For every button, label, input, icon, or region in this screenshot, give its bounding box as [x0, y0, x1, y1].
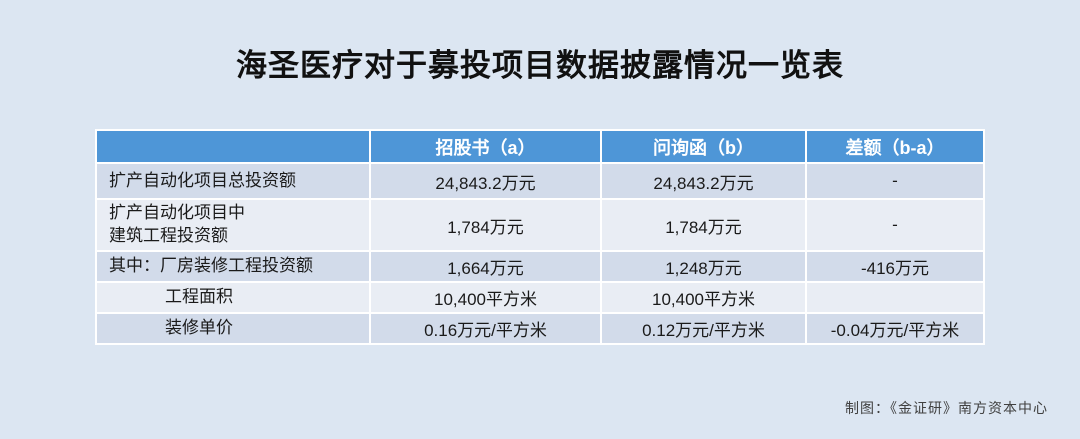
cell-total-investment-diff: - [807, 164, 983, 198]
row-label-total-investment: 扩产自动化项目总投资额 [97, 164, 369, 198]
cell-renovation-investment-b: 1,248万元 [602, 252, 805, 281]
row-label-project-area: 工程面积 [97, 283, 369, 312]
row-label-renovation-investment: 其中：厂房装修工程投资额 [97, 252, 369, 281]
cell-total-investment-b: 24,843.2万元 [602, 164, 805, 198]
col-header-inquiry-b: 问询函（b） [602, 131, 805, 162]
col-header-prospectus-a: 招股书（a） [371, 131, 600, 162]
page-title: 海圣医疗对于募投项目数据披露情况一览表 [236, 48, 844, 83]
cell-project-area-diff [807, 283, 983, 312]
row-label-construction-investment: 扩产自动化项目中 建筑工程投资额 [97, 200, 369, 250]
cell-construction-investment-a: 1,784万元 [371, 200, 600, 250]
col-header-difference-b-a: 差额（b-a） [807, 131, 983, 162]
col-header-blank [97, 131, 369, 162]
row-label-unit-price: 装修单价 [97, 314, 369, 343]
source-credit: 制图：《金证研》南方资本中心 [845, 400, 1048, 416]
cell-renovation-investment-diff: -416万元 [807, 252, 983, 281]
cell-unit-price-a: 0.16万元/平方米 [371, 314, 600, 343]
cell-unit-price-diff: -0.04万元/平方米 [807, 314, 983, 343]
cell-project-area-b: 10,400平方米 [602, 283, 805, 312]
disclosure-table: 招股书（a） 问询函（b） 差额（b-a） 扩产自动化项目总投资额 24,843… [95, 129, 985, 345]
cell-total-investment-a: 24,843.2万元 [371, 164, 600, 198]
cell-renovation-investment-a: 1,664万元 [371, 252, 600, 281]
cell-construction-investment-b: 1,784万元 [602, 200, 805, 250]
cell-unit-price-b: 0.12万元/平方米 [602, 314, 805, 343]
cell-project-area-a: 10,400平方米 [371, 283, 600, 312]
cell-construction-investment-diff: - [807, 200, 983, 250]
